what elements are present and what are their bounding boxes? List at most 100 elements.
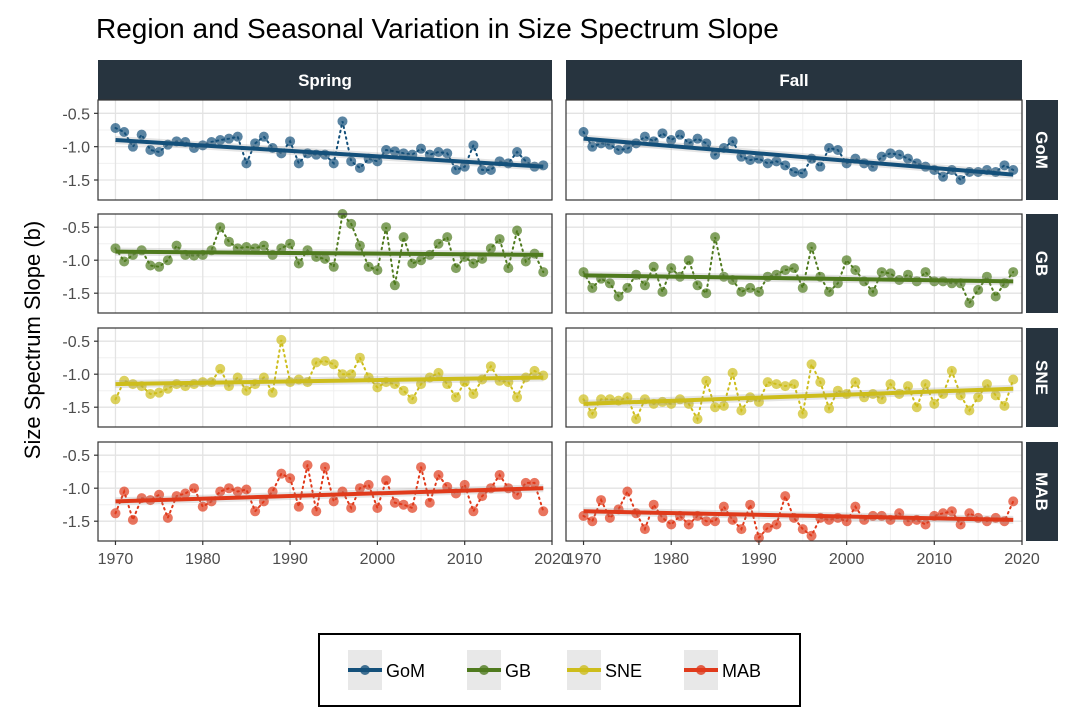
data-point <box>145 145 156 155</box>
data-point <box>622 282 633 293</box>
data-point <box>999 160 1010 171</box>
data-point <box>337 369 348 380</box>
data-point <box>293 158 304 169</box>
data-point <box>363 261 374 272</box>
data-point <box>806 530 817 541</box>
data-point <box>442 148 453 159</box>
data-point <box>639 524 650 535</box>
panel-border <box>565 213 1023 314</box>
data-point <box>346 218 357 229</box>
data-point <box>241 158 252 169</box>
data-point <box>328 158 339 169</box>
data-point <box>223 236 234 247</box>
data-point <box>999 400 1010 411</box>
data-point <box>223 483 234 494</box>
data-point <box>701 375 712 386</box>
data-point <box>920 519 931 530</box>
strip-label-sne: SNE <box>1032 360 1051 395</box>
data-point <box>433 238 444 249</box>
data-point <box>372 503 383 513</box>
data-point <box>1008 267 1019 278</box>
data-point <box>416 462 427 473</box>
data-point <box>701 288 712 299</box>
data-point <box>372 156 383 167</box>
data-point <box>596 495 607 506</box>
data-point <box>911 402 922 413</box>
data-point <box>512 489 523 500</box>
data-point <box>512 225 523 236</box>
data-point <box>110 394 121 405</box>
data-point <box>780 491 791 502</box>
data-point <box>241 242 252 252</box>
data-point <box>762 158 773 169</box>
data-point <box>363 479 374 490</box>
data-point <box>885 268 896 279</box>
panel-border <box>97 327 553 428</box>
panel-gb-fall <box>565 213 1023 314</box>
y-tick-label: -0.5 <box>62 448 90 465</box>
strip-gb <box>1026 214 1058 313</box>
trend-line <box>583 136 1014 177</box>
legend: GoM GB SNE MAB <box>318 633 801 707</box>
data-point <box>692 133 703 144</box>
data-point <box>468 140 479 151</box>
data-point <box>162 255 173 266</box>
data-point <box>267 387 278 398</box>
data-point <box>529 477 540 488</box>
data-point <box>416 255 427 266</box>
data-point <box>433 470 444 480</box>
data-point <box>973 284 984 295</box>
data-point <box>657 512 668 523</box>
legend-item-gb: GB <box>467 650 531 690</box>
data-point <box>648 261 659 272</box>
data-point <box>736 405 747 416</box>
data-point <box>938 171 949 182</box>
data-point <box>433 147 444 157</box>
data-point <box>127 514 138 525</box>
data-point <box>110 508 121 519</box>
legend-item-mab: MAB <box>684 650 761 690</box>
data-point <box>771 519 782 530</box>
data-point <box>885 379 896 390</box>
panel-border <box>97 441 553 542</box>
data-point <box>885 148 896 159</box>
panel-mab-spring: -0.5 -1.0 -1.5 1970 1980 1990 2000 2010 2020 <box>62 441 570 568</box>
strip-mab <box>1026 442 1058 541</box>
data-point <box>512 147 523 157</box>
data-point <box>1008 496 1019 507</box>
data-point <box>745 499 756 510</box>
data-point <box>797 282 808 293</box>
x-tick-label: 2000 <box>829 551 865 568</box>
data-point <box>215 363 226 374</box>
data-point <box>780 160 791 171</box>
data-point <box>946 506 957 517</box>
data-point <box>850 501 861 512</box>
data-point <box>293 258 304 269</box>
data-point <box>407 394 418 405</box>
data-point <box>903 381 913 392</box>
data-point <box>398 385 409 396</box>
data-point <box>824 143 835 153</box>
data-point <box>328 261 339 272</box>
strip-label-fall: Fall <box>779 71 808 90</box>
data-point <box>215 222 226 233</box>
data-point <box>520 477 531 488</box>
data-point <box>903 153 913 164</box>
data-point <box>468 506 479 517</box>
data-point <box>381 145 392 155</box>
data-point <box>824 403 835 414</box>
y-tick-label: -1.5 <box>62 514 90 531</box>
data-point <box>789 167 799 177</box>
panel-border <box>97 213 553 314</box>
panel-background <box>566 442 1022 541</box>
data-point <box>622 392 633 403</box>
legend-label: MAB <box>722 661 761 681</box>
data-point <box>354 483 365 494</box>
data-point <box>154 261 165 272</box>
data-point <box>389 280 400 291</box>
data-point <box>762 377 773 388</box>
x-tick-label: 2010 <box>917 551 953 568</box>
trend-line <box>583 509 1014 522</box>
data-point <box>964 298 975 309</box>
data-point <box>894 149 905 160</box>
